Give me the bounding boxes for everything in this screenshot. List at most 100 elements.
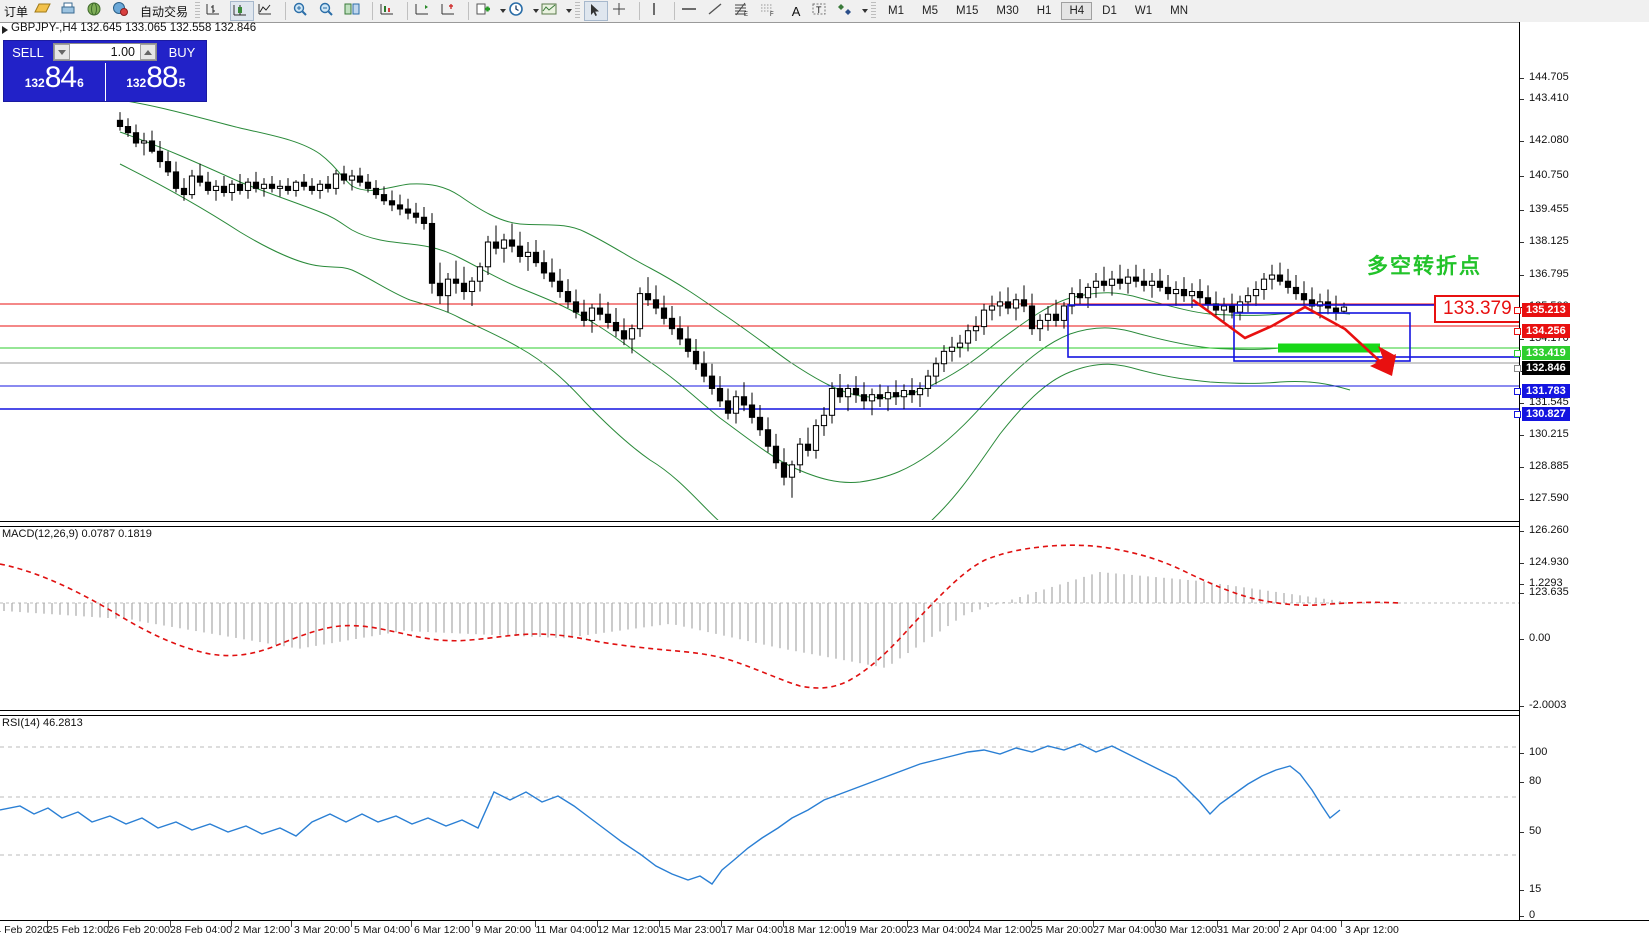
toolbar-grip[interactable] — [575, 2, 581, 20]
timeframe-m15[interactable]: M15 — [956, 5, 979, 17]
expert-advisor-icon[interactable] — [111, 1, 135, 21]
candle-body — [812, 425, 820, 451]
candle-body — [1236, 301, 1244, 313]
timeframe-mn[interactable]: MN — [1170, 5, 1188, 17]
vertical-line-icon[interactable] — [645, 1, 669, 21]
data-window-icon[interactable] — [378, 1, 402, 21]
line-chart-icon[interactable] — [256, 1, 280, 21]
clock-icon[interactable] — [507, 1, 531, 21]
time-tick: 6 Mar 12:00 — [413, 924, 471, 936]
toolbar-grip[interactable] — [195, 2, 201, 20]
globe-icon[interactable] — [85, 1, 109, 21]
candle-body — [756, 416, 764, 431]
volume-decrement-button[interactable] — [54, 44, 70, 60]
timeframe-group[interactable]: M1 M5 M15 M30 H1 H4 D1 W1 MN — [879, 2, 1197, 20]
candle-body — [964, 330, 972, 344]
indicators-icon[interactable] — [413, 1, 437, 21]
buy-price-display[interactable]: 132 88 5 — [106, 63, 207, 101]
forecast-arrow-head-2 — [1370, 354, 1396, 376]
candle-body — [580, 311, 588, 321]
sell-price-pips: 84 — [44, 61, 77, 94]
macd-svg — [0, 544, 1519, 689]
tile-windows-icon[interactable] — [343, 1, 367, 21]
candle-body — [116, 119, 124, 128]
candle-body — [412, 212, 420, 218]
chevron-down-icon[interactable] — [533, 9, 540, 13]
time-tick: 9 Mar 20:00 — [474, 924, 532, 936]
zoom-out-icon[interactable] — [317, 1, 341, 21]
bar-chart-icon[interactable] — [204, 1, 228, 21]
candle-body — [868, 394, 876, 402]
buy-button[interactable]: BUY — [168, 44, 196, 60]
zoom-in-icon[interactable] — [291, 1, 315, 21]
time-scale-axis[interactable]: 4 Feb 2020 25 Feb 12:00 26 Feb 20:00 28 Feb… — [0, 920, 1649, 942]
cursor-icon[interactable] — [584, 1, 609, 21]
fibonacci-icon[interactable]: E — [732, 1, 756, 21]
label-icon[interactable]: T — [810, 1, 834, 21]
price-highlight-label: 132.846 — [1522, 361, 1570, 375]
shapes-icon[interactable] — [836, 1, 860, 21]
time-tick-separator — [1217, 921, 1218, 927]
candlestick-chart-icon[interactable] — [230, 1, 255, 21]
time-tick: 30 Mar 12:00 — [1155, 924, 1217, 936]
fibonacci-fan-icon[interactable]: F — [758, 1, 782, 21]
horizontal-line-icon[interactable] — [680, 1, 704, 21]
price-tick: 130.215 — [1520, 428, 1569, 440]
candle-body — [276, 185, 284, 189]
timeframe-d1[interactable]: D1 — [1102, 5, 1117, 17]
candle-body — [228, 183, 236, 194]
trendline-icon[interactable] — [706, 1, 730, 21]
price-highlight-label: 130.827 — [1522, 407, 1570, 421]
sell-button[interactable]: SELL — [12, 44, 44, 60]
price-chart-pane[interactable] — [0, 36, 1519, 520]
macd-pane[interactable] — [0, 530, 1519, 714]
sell-price-display[interactable]: 132 84 6 — [4, 63, 106, 101]
candle-body — [1292, 286, 1300, 295]
timeframe-m30[interactable]: M30 — [996, 5, 1019, 17]
chevron-down-icon[interactable] — [862, 9, 869, 13]
candle-body — [612, 321, 620, 332]
candle-body — [372, 187, 380, 196]
candle-body — [676, 328, 684, 340]
candle-body — [1244, 295, 1252, 303]
printer-icon[interactable] — [59, 1, 83, 21]
candle-body — [796, 443, 804, 466]
candle-body — [820, 414, 828, 427]
price-scale-axis[interactable]: 144.705 143.410 142.080 140.750 139.455 138.1… — [1514, 22, 1649, 921]
candle-body — [660, 307, 668, 319]
volume-increment-button[interactable] — [140, 44, 156, 60]
buy-price-fraction: 5 — [178, 76, 186, 90]
time-tick: 25 Mar 20:00 — [1031, 924, 1093, 936]
price-tick: 143.410 — [1520, 92, 1569, 104]
candle-body — [1284, 280, 1292, 288]
new-object-icon[interactable] — [474, 1, 498, 21]
rsi-pane[interactable] — [0, 718, 1519, 918]
orders-button-label[interactable]: 订单 — [4, 4, 29, 19]
folder-icon[interactable] — [33, 1, 57, 21]
crosshair-icon[interactable] — [610, 1, 634, 21]
chevron-down-icon[interactable] — [566, 9, 573, 13]
main-toolbar[interactable]: 订单 自动交易 — [0, 0, 1649, 23]
timeframe-w1[interactable]: W1 — [1134, 5, 1153, 17]
templates-icon[interactable] — [540, 1, 564, 21]
one-click-trading-panel[interactable]: SELL 1.00 BUY 132 84 6 132 88 5 — [3, 40, 207, 102]
candle-body — [1260, 278, 1268, 290]
period-icon[interactable] — [439, 1, 463, 21]
candle-body — [172, 171, 180, 189]
timeframe-h4[interactable]: H4 — [1061, 2, 1093, 20]
timeframe-m1[interactable]: M1 — [888, 5, 905, 17]
auto-trading-button-label[interactable]: 自动交易 — [140, 4, 189, 19]
toolbar-grip[interactable] — [871, 2, 877, 20]
time-tick: 15 Mar 23:00 — [659, 924, 721, 936]
toolbar-separator — [285, 2, 287, 20]
volume-input-group[interactable]: 1.00 — [53, 43, 157, 61]
candle-body — [204, 181, 212, 191]
timeframe-h1[interactable]: H1 — [1036, 5, 1052, 17]
candle-body — [532, 251, 540, 264]
volume-value[interactable]: 1.00 — [110, 45, 135, 59]
timeframe-m5[interactable]: M5 — [922, 5, 938, 17]
chevron-down-icon[interactable] — [500, 9, 507, 13]
text-icon[interactable]: A — [791, 3, 801, 19]
candle-body — [604, 313, 612, 323]
candle-body — [444, 278, 452, 297]
